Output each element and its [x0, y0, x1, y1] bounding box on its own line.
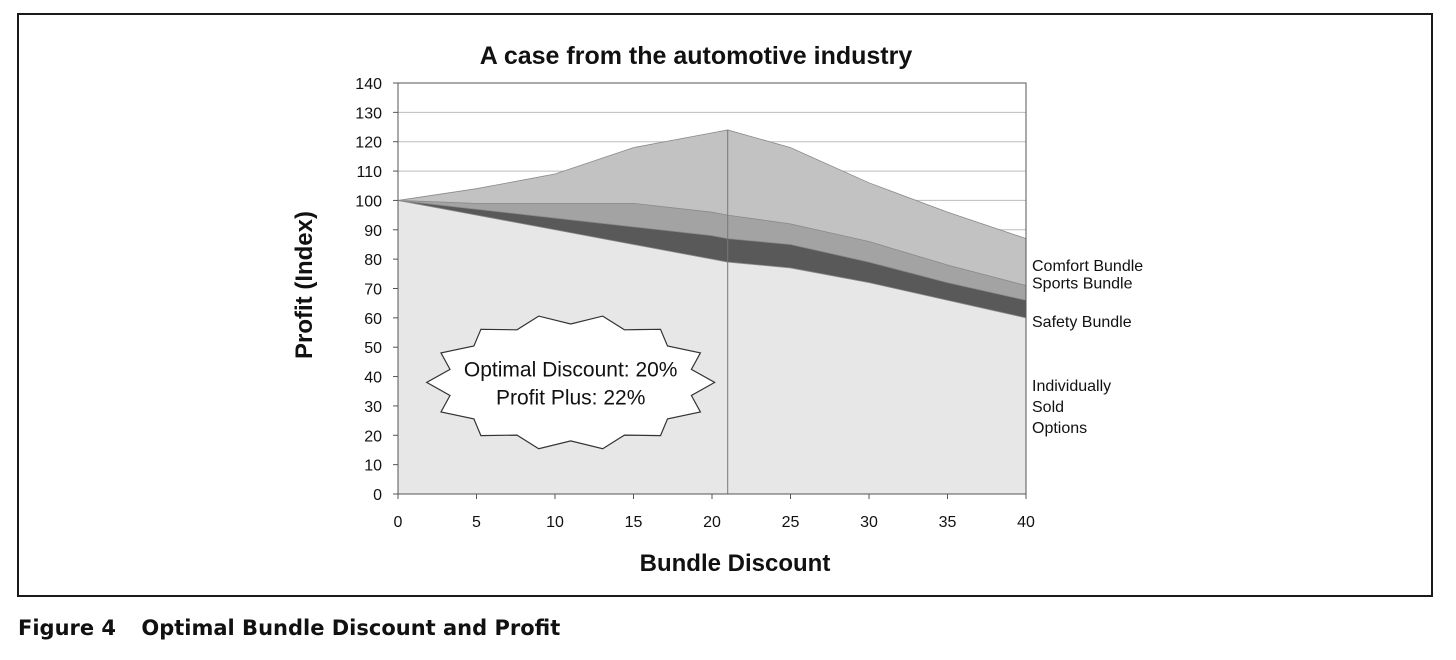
series-line-comfort-bundle — [397, 129, 1027, 239]
y-tick-label-70: 70 — [364, 282, 382, 299]
series-label-individually-sold-options-line-2: Sold — [1032, 399, 1064, 416]
series-areas — [397, 129, 1027, 494]
x-tick-label-15: 15 — [625, 514, 643, 531]
y-tick-label-50: 50 — [364, 340, 382, 357]
y-tick-label-40: 40 — [364, 370, 382, 387]
callout-text-line-2: Profit Plus: 22% — [496, 386, 645, 409]
series-line-individually-sold-options — [397, 200, 1027, 319]
x-axis-title: Bundle Discount — [640, 550, 831, 577]
x-tick-label-40: 40 — [1017, 514, 1035, 531]
figure-frame: 0 10 20 30 40 50 60 70 80 90 100 110 120 130 140 0 5 10 1… — [17, 13, 1433, 597]
x-axis-ticks: 0 5 10 15 20 25 30 35 40 — [394, 494, 1035, 531]
series-label-individually-sold-options-line-3: Options — [1032, 420, 1087, 437]
series-label-safety-bundle: Safety Bundle — [1032, 314, 1132, 331]
series-label-individually-sold-options-line-1: Individually — [1032, 378, 1111, 395]
x-tick-label-5: 5 — [472, 514, 481, 531]
y-tick-label-90: 90 — [364, 223, 382, 240]
y-axis-title: Profit (Index) — [291, 211, 318, 359]
series-labels: Individually Sold Options Safety Bundle Spor… — [1032, 258, 1143, 437]
optimal-discount-callout: Optimal Discount: 20% Profit Plus: 22% — [425, 315, 716, 450]
y-tick-label-20: 20 — [364, 428, 382, 445]
x-tick-label-30: 30 — [860, 514, 878, 531]
figure-caption: Figure 4 Optimal Bundle Discount and Pro… — [18, 616, 560, 640]
figure-number: Figure 4 — [18, 616, 117, 640]
y-tick-label-30: 30 — [364, 399, 382, 416]
y-tick-label-10: 10 — [364, 458, 382, 475]
y-tick-label-60: 60 — [364, 311, 382, 328]
y-tick-label-0: 0 — [373, 487, 382, 504]
y-tick-label-80: 80 — [364, 252, 382, 269]
x-tick-label-10: 10 — [546, 514, 564, 531]
y-tick-label-140: 140 — [355, 76, 382, 93]
series-label-comfort-bundle: Comfort Bundle — [1032, 258, 1143, 275]
x-tick-label-0: 0 — [394, 514, 403, 531]
series-label-sports-bundle: Sports Bundle — [1032, 276, 1133, 293]
chart-title: A case from the automotive industry — [480, 42, 913, 70]
callout-text-line-1: Optimal Discount: 20% — [464, 358, 678, 381]
y-tick-label-120: 120 — [355, 135, 382, 152]
x-tick-label-25: 25 — [782, 514, 800, 531]
y-tick-label-100: 100 — [355, 193, 382, 210]
series-line-safety-bundle — [397, 200, 1027, 301]
series-line-sports-bundle — [397, 200, 1027, 286]
x-tick-label-35: 35 — [939, 514, 957, 531]
figure-caption-text: Optimal Bundle Discount and Profit — [141, 616, 561, 640]
y-tick-label-110: 110 — [356, 164, 382, 181]
y-tick-label-130: 130 — [355, 105, 382, 122]
x-tick-label-20: 20 — [703, 514, 721, 531]
callout-starburst-shape — [425, 315, 716, 450]
y-axis-ticks: 0 10 20 30 40 50 60 70 80 90 100 110 120 130 140 — [355, 76, 398, 504]
